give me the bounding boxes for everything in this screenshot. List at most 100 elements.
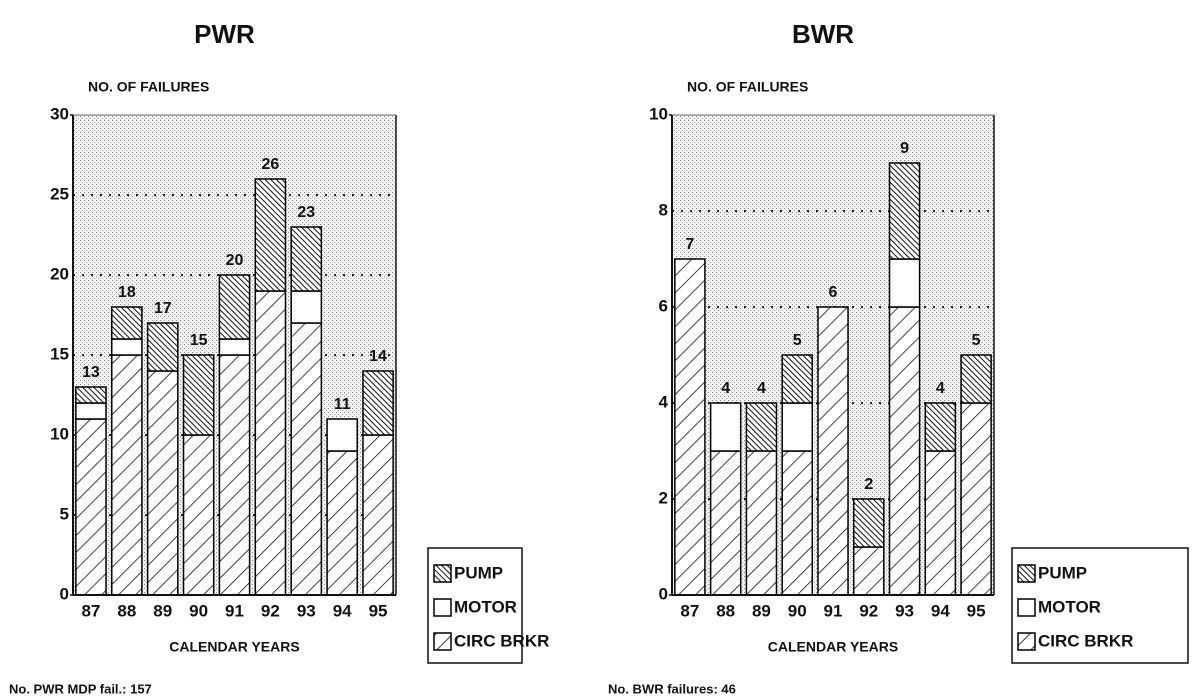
bar-segment (111, 306, 143, 340)
total-label: 9 (900, 140, 909, 157)
x-tick-label: 87 (680, 601, 699, 620)
bar-segment (924, 402, 957, 452)
y-tick-label: 4 (659, 392, 669, 411)
x-tick-label: 89 (752, 601, 771, 620)
bar-segment (745, 450, 778, 596)
bar-segment (781, 450, 813, 596)
bar-segment (362, 370, 394, 436)
legend-swatch (1017, 564, 1036, 583)
y-tick-label: 8 (659, 200, 668, 219)
bar-segment (111, 338, 143, 356)
bar-segment (326, 450, 358, 596)
total-label: 2 (864, 476, 873, 493)
bar-segment (362, 434, 394, 596)
y-tick-label: 10 (50, 424, 69, 443)
total-label: 7 (685, 236, 694, 253)
x-tick-label: 92 (859, 601, 878, 620)
bar-segment (960, 402, 992, 596)
total-label: 15 (190, 332, 208, 349)
bar-segment (960, 354, 992, 404)
bar-segment (218, 354, 251, 596)
x-tick-label: 89 (153, 601, 172, 620)
legend-swatch (433, 564, 452, 583)
bar-segment (326, 418, 358, 452)
x-tick-label: 91 (824, 601, 843, 620)
y-axis-title: NO. OF FAILURES (687, 79, 808, 95)
total-label: 5 (972, 332, 981, 349)
legend-label: MOTOR (454, 597, 517, 616)
y-tick-label: 10 (649, 104, 668, 123)
bar-segment (888, 258, 921, 308)
x-tick-label: 92 (261, 601, 280, 620)
bar-segment (709, 402, 742, 452)
bar-segment (146, 370, 179, 596)
total-label: 6 (829, 284, 838, 301)
y-tick-label: 0 (60, 584, 69, 603)
total-label: 20 (226, 252, 244, 269)
bar-segment (781, 402, 813, 452)
legend-swatch (433, 632, 452, 651)
bar-segment (218, 338, 251, 356)
x-tick-label: 88 (716, 601, 735, 620)
x-tick-label: 94 (333, 601, 352, 620)
legend-label: MOTOR (1038, 597, 1101, 616)
total-label: 23 (297, 204, 315, 221)
y-tick-label: 15 (50, 344, 69, 363)
total-label: 17 (154, 300, 172, 317)
bar-segment (745, 402, 778, 452)
total-label: 4 (936, 380, 945, 397)
x-tick-label: 94 (931, 601, 950, 620)
bar-segment (146, 322, 179, 372)
bar-segment (888, 306, 921, 596)
bar-segment (888, 162, 921, 260)
total-label: 11 (334, 396, 351, 413)
legend-label: PUMP (454, 563, 503, 582)
bar-segment (218, 274, 251, 340)
x-tick-label: 88 (117, 601, 136, 620)
bar-segment (254, 290, 287, 596)
total-label: 18 (118, 284, 136, 301)
bar-segment (75, 386, 107, 404)
legend-label: CIRC BRKR (1038, 631, 1133, 650)
bar-segment (290, 290, 323, 324)
bar-segment (182, 354, 215, 436)
bar-segment (674, 258, 706, 596)
total-label: 4 (757, 380, 766, 397)
y-tick-label: 6 (659, 296, 668, 315)
y-axis-title: NO. OF FAILURES (88, 79, 209, 95)
bar-segment (75, 402, 107, 420)
x-tick-label: 93 (297, 601, 316, 620)
chart-title: BWR (792, 19, 854, 49)
legend-swatch (1017, 598, 1036, 617)
x-tick-label: 90 (189, 601, 208, 620)
y-tick-label: 5 (60, 504, 69, 523)
bar-segment (817, 306, 849, 596)
legend-swatch (433, 598, 452, 617)
bar-segment (853, 546, 885, 596)
total-label: 14 (369, 348, 387, 365)
footnote: No. BWR failures: 46 (608, 681, 736, 696)
legend-swatch (1017, 632, 1036, 651)
x-axis-title: CALENDAR YEARS (768, 639, 898, 655)
x-axis-title: CALENDAR YEARS (169, 639, 299, 655)
bar-segment (781, 354, 813, 404)
x-tick-label: 93 (895, 601, 914, 620)
x-tick-label: 95 (967, 601, 986, 620)
y-tick-label: 30 (50, 104, 69, 123)
bar-segment (290, 226, 323, 292)
bar-segment (853, 498, 885, 548)
total-label: 5 (793, 332, 802, 349)
x-tick-label: 91 (225, 601, 244, 620)
legend-label: PUMP (1038, 563, 1087, 582)
y-tick-label: 2 (659, 488, 668, 507)
total-label: 26 (261, 156, 279, 173)
legend-label: CIRC BRKR (454, 631, 549, 650)
bar-segment (75, 418, 107, 596)
y-tick-label: 20 (50, 264, 69, 283)
bar-segment (290, 322, 323, 596)
bar-segment (254, 178, 287, 292)
bar-segment (111, 354, 143, 596)
y-tick-label: 25 (50, 184, 69, 203)
bar-segment (924, 450, 957, 596)
